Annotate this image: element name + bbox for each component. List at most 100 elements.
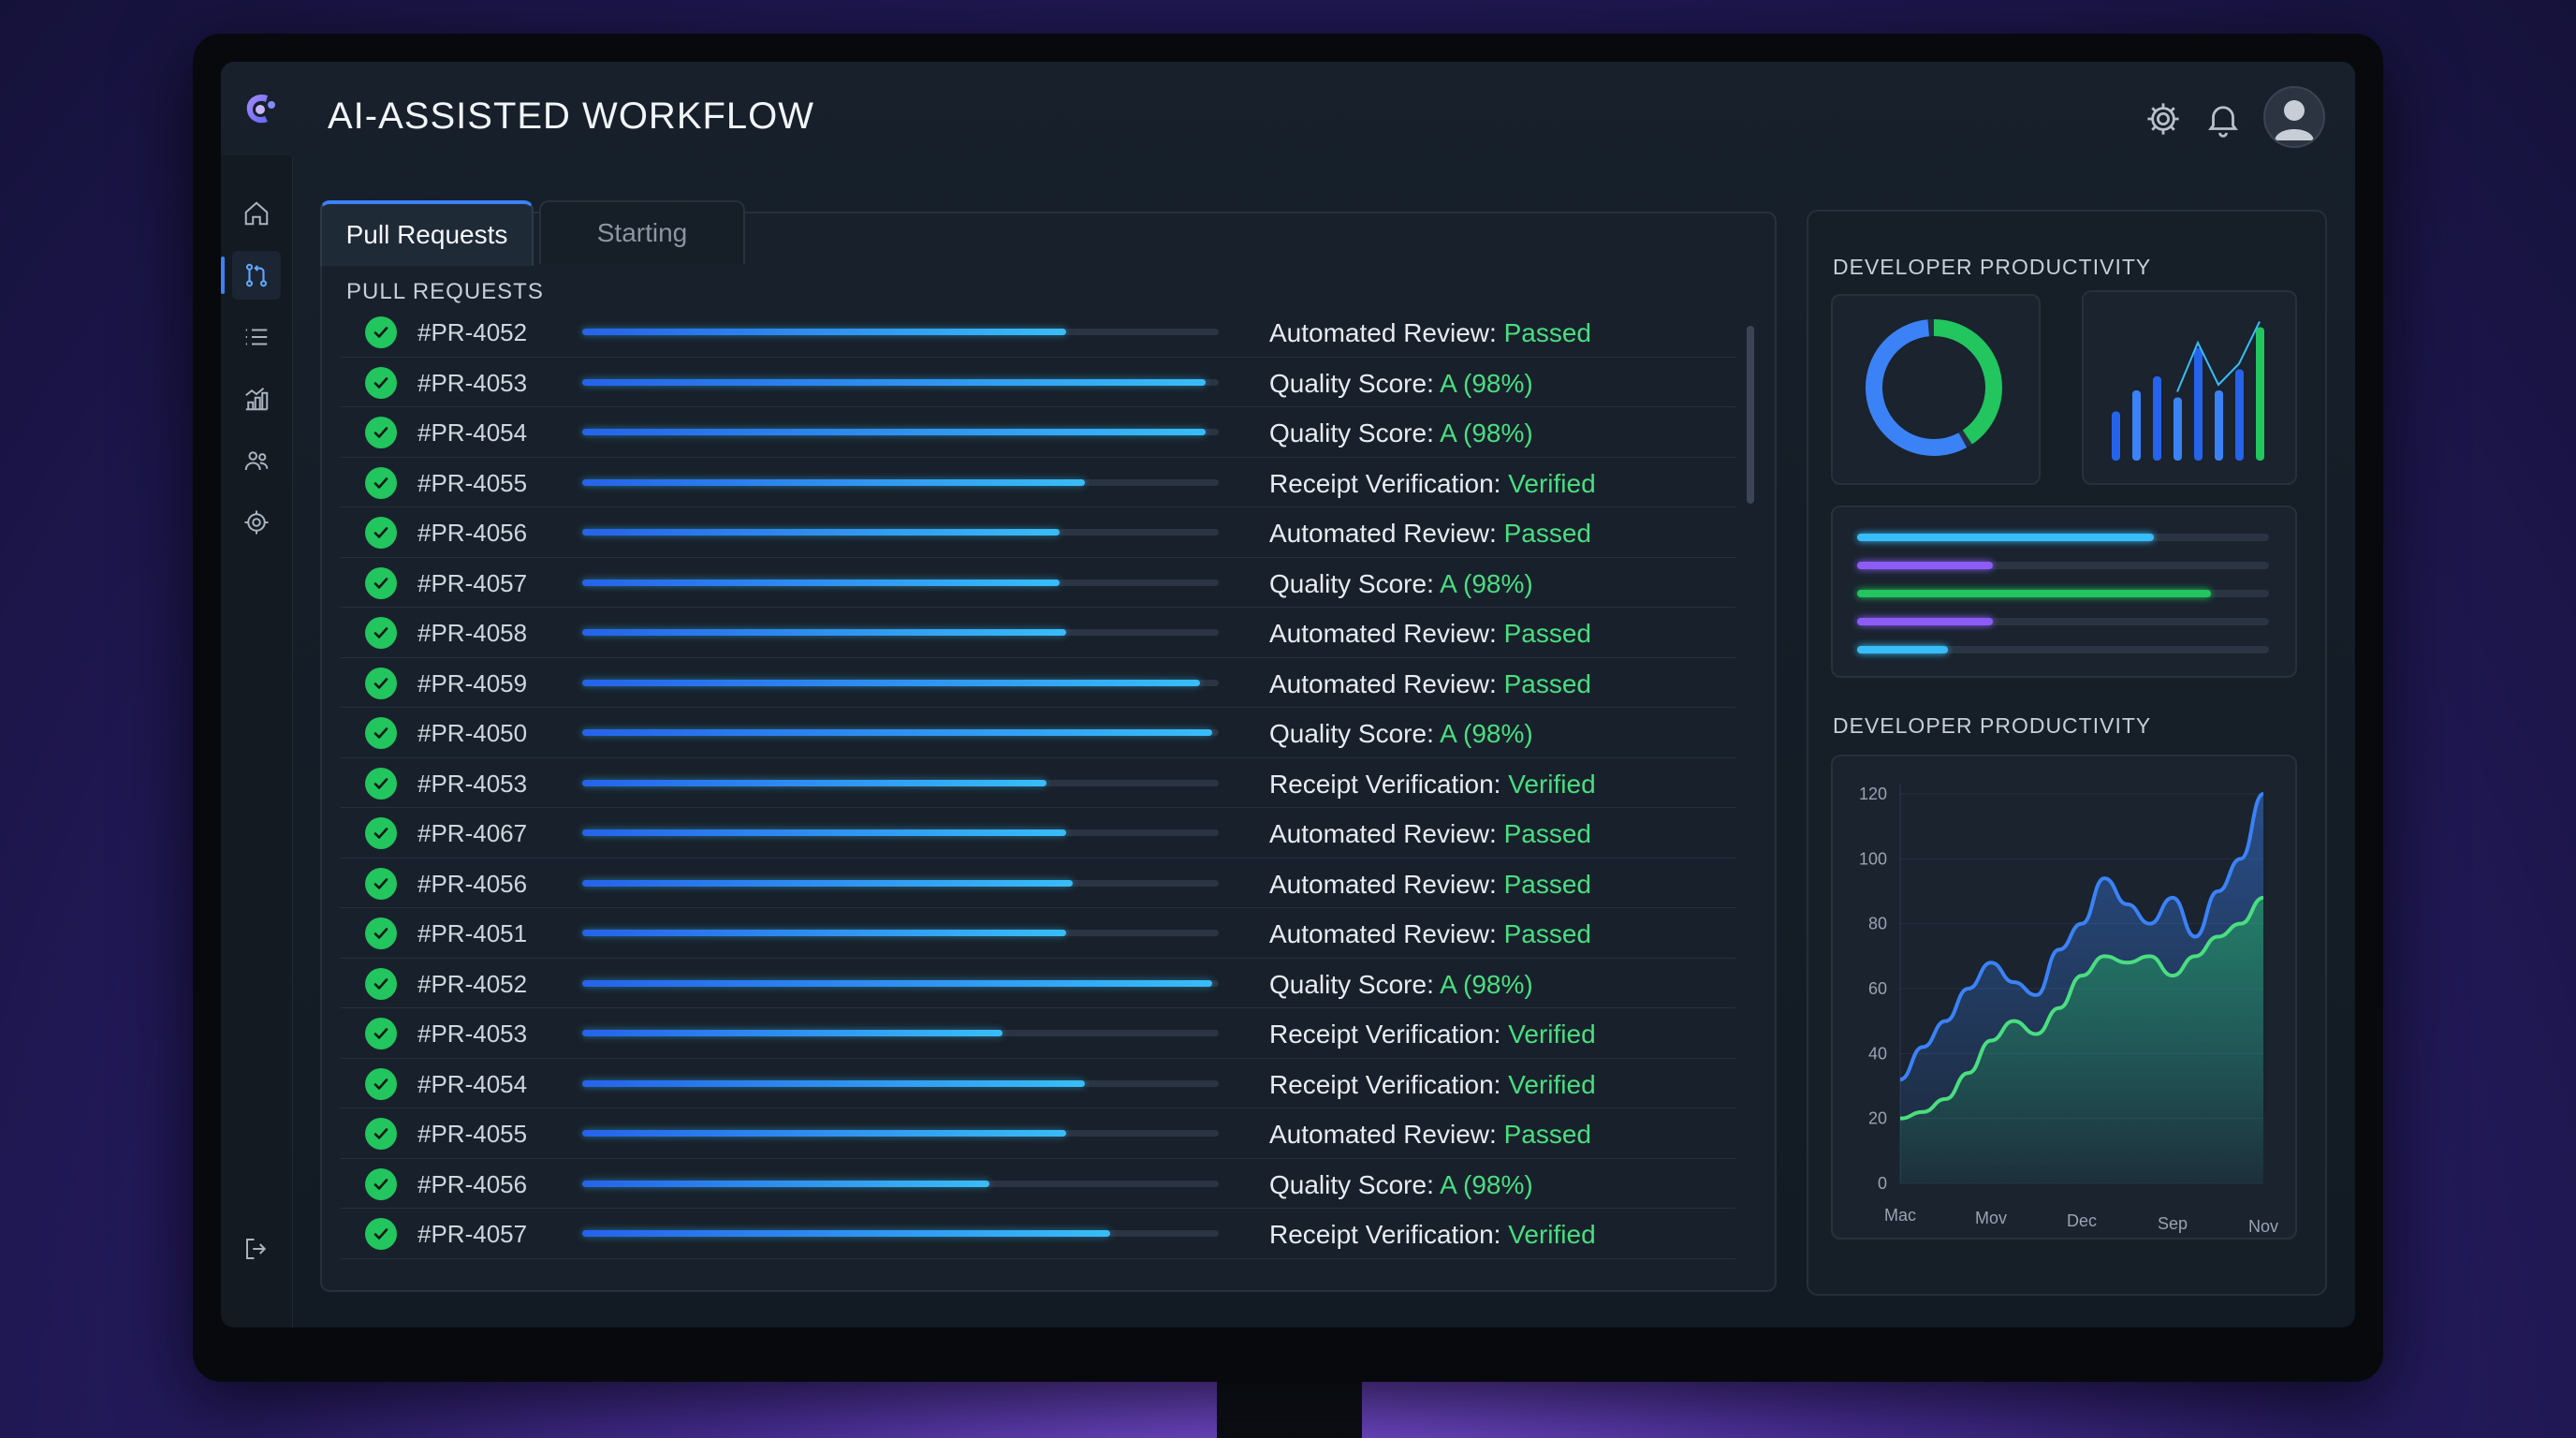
sidebar-item-pull-requests[interactable] bbox=[221, 251, 281, 300]
pr-progress-fill bbox=[582, 378, 1207, 386]
pr-id[interactable]: #PR-4057 bbox=[417, 568, 528, 597]
pr-status-value: Passed bbox=[1503, 668, 1591, 698]
dashboard-icon bbox=[245, 387, 269, 411]
check-icon bbox=[365, 617, 397, 649]
pr-row[interactable]: #PR-4056 Automated Review: Passed bbox=[341, 507, 1735, 558]
pr-progress-track bbox=[582, 529, 1219, 536]
donut-segment-green bbox=[1866, 319, 2002, 456]
pr-status-label: Receipt Verification: bbox=[1269, 1220, 1501, 1249]
pr-progress-fill bbox=[582, 1030, 1003, 1036]
pr-status: Receipt Verification: Verified bbox=[1269, 1020, 1596, 1049]
pr-status-value: A (98%) bbox=[1440, 1169, 1533, 1199]
sidebar-item-team[interactable] bbox=[232, 436, 281, 485]
pr-status-label: Automated Review: bbox=[1269, 919, 1497, 948]
x-tick-label: Mac bbox=[1884, 1206, 1916, 1225]
bell-icon[interactable] bbox=[2203, 99, 2243, 139]
pr-progress-track bbox=[582, 930, 1219, 936]
check-icon bbox=[365, 466, 397, 499]
donut-card bbox=[1831, 294, 2041, 485]
pr-id[interactable]: #PR-4056 bbox=[417, 1169, 528, 1198]
user-avatar[interactable] bbox=[2263, 86, 2325, 148]
pr-progress-track bbox=[582, 1130, 1219, 1137]
pr-id[interactable]: #PR-4053 bbox=[417, 769, 528, 798]
pr-status: Quality Score: A (98%) bbox=[1269, 418, 1533, 448]
pr-row[interactable]: #PR-4059 Automated Review: Passed bbox=[341, 658, 1735, 708]
pr-row[interactable]: #PR-4053 Quality Score: A (98%) bbox=[341, 358, 1735, 407]
pr-id[interactable]: #PR-4054 bbox=[417, 1069, 528, 1098]
check-icon bbox=[365, 366, 397, 399]
pr-status: Receipt Verification: Verified bbox=[1269, 1220, 1596, 1250]
line-chart-card: 0 20 40 60 80 100 120 Mac Mov Dec Sep Nov bbox=[1831, 755, 2297, 1240]
mini-bar bbox=[2215, 390, 2223, 461]
pr-status: Receipt Verification: Verified bbox=[1269, 770, 1596, 800]
pr-progress-fill bbox=[582, 879, 1073, 887]
home-icon bbox=[244, 201, 269, 226]
pr-id[interactable]: #PR-4051 bbox=[417, 919, 528, 947]
pr-row[interactable]: #PR-4057 Quality Score: A (98%) bbox=[341, 558, 1735, 608]
y-tick-label: 20 bbox=[1868, 1109, 1887, 1128]
pr-status-label: Receipt Verification: bbox=[1269, 468, 1501, 498]
sidebar-item-dashboard[interactable] bbox=[232, 374, 281, 423]
pr-status-label: Quality Score: bbox=[1269, 418, 1434, 448]
check-icon bbox=[365, 1218, 397, 1250]
pr-row[interactable]: #PR-4051 Automated Review: Passed bbox=[341, 908, 1735, 959]
pr-progress-fill bbox=[582, 1079, 1086, 1087]
pr-id[interactable]: #PR-4056 bbox=[417, 869, 528, 898]
pr-row[interactable]: #PR-4050 Quality Score: A (98%) bbox=[341, 708, 1735, 758]
pr-row[interactable]: #PR-4054 Quality Score: A (98%) bbox=[341, 407, 1735, 458]
sidebar-item-settings[interactable] bbox=[232, 498, 281, 547]
check-icon bbox=[365, 717, 397, 749]
pr-row[interactable]: #PR-4058 Automated Review: Passed bbox=[341, 608, 1735, 658]
pr-row[interactable]: #PR-4053 Receipt Verification: Verified bbox=[341, 1008, 1735, 1059]
pr-row[interactable]: #PR-4067 Automated Review: Passed bbox=[341, 808, 1735, 858]
pr-row[interactable]: #PR-4057 Receipt Verification: Verified bbox=[341, 1209, 1735, 1259]
app-logo-icon[interactable] bbox=[240, 88, 281, 129]
pr-row[interactable]: #PR-4054 Receipt Verification: Verified bbox=[341, 1059, 1735, 1108]
pr-row[interactable]: #PR-4052 Automated Review: Passed bbox=[341, 307, 1735, 358]
check-icon bbox=[365, 817, 397, 849]
pr-id[interactable]: #PR-4054 bbox=[417, 418, 528, 447]
pr-id[interactable]: #PR-4059 bbox=[417, 668, 528, 697]
pr-id[interactable]: #PR-4055 bbox=[417, 468, 528, 497]
pr-status-value: Verified bbox=[1508, 1069, 1596, 1099]
scrollbar[interactable] bbox=[1747, 326, 1754, 504]
pr-id[interactable]: #PR-4050 bbox=[417, 719, 528, 747]
pr-id[interactable]: #PR-4056 bbox=[417, 519, 528, 547]
pr-id[interactable]: #PR-4052 bbox=[417, 318, 528, 346]
pr-status-value: Verified bbox=[1508, 1020, 1596, 1049]
pr-status: Automated Review: Passed bbox=[1269, 669, 1591, 699]
pr-progress-track bbox=[582, 1180, 1219, 1187]
gear-icon[interactable] bbox=[2144, 99, 2183, 139]
pr-id[interactable]: #PR-4053 bbox=[417, 1020, 528, 1048]
progress-fill bbox=[1857, 618, 1994, 625]
tab-pull-requests[interactable]: Pull Requests bbox=[320, 200, 534, 266]
sidebar-item-list[interactable] bbox=[232, 313, 281, 361]
pr-status-value: A (98%) bbox=[1440, 418, 1533, 448]
pr-row[interactable]: #PR-4052 Quality Score: A (98%) bbox=[341, 959, 1735, 1008]
pr-status: Quality Score: A (98%) bbox=[1269, 970, 1533, 1000]
pr-id[interactable]: #PR-4052 bbox=[417, 969, 528, 998]
pr-id[interactable]: #PR-4058 bbox=[417, 619, 528, 647]
progress-track bbox=[1857, 562, 2269, 569]
pr-status-label: Receipt Verification: bbox=[1269, 769, 1501, 799]
tab-starting[interactable]: Starting bbox=[539, 200, 745, 264]
pr-row[interactable]: #PR-4056 Automated Review: Passed bbox=[341, 858, 1735, 908]
pr-id[interactable]: #PR-4053 bbox=[417, 368, 528, 397]
check-icon bbox=[365, 667, 397, 699]
sidebar-item-home[interactable] bbox=[232, 189, 281, 238]
pr-status: Quality Score: A (98%) bbox=[1269, 1170, 1533, 1200]
pr-row[interactable]: #PR-4055 Automated Review: Passed bbox=[341, 1108, 1735, 1159]
pr-status-label: Automated Review: bbox=[1269, 1120, 1497, 1149]
app-title: AI-ASSISTED WORKFLOW bbox=[328, 95, 815, 137]
pr-row[interactable]: #PR-4056 Quality Score: A (98%) bbox=[341, 1159, 1735, 1209]
sidebar bbox=[221, 155, 293, 1328]
pr-row[interactable]: #PR-4053 Receipt Verification: Verified bbox=[341, 758, 1735, 808]
pr-id[interactable]: #PR-4055 bbox=[417, 1120, 528, 1148]
pr-id[interactable]: #PR-4067 bbox=[417, 819, 528, 847]
pr-status: Automated Review: Passed bbox=[1269, 318, 1591, 348]
sidebar-item-logout[interactable] bbox=[232, 1225, 281, 1273]
pr-progress-fill bbox=[582, 979, 1213, 987]
pr-id[interactable]: #PR-4057 bbox=[417, 1220, 528, 1248]
pr-row[interactable]: #PR-4055 Receipt Verification: Verified bbox=[341, 458, 1735, 507]
pr-progress-fill bbox=[582, 779, 1047, 786]
